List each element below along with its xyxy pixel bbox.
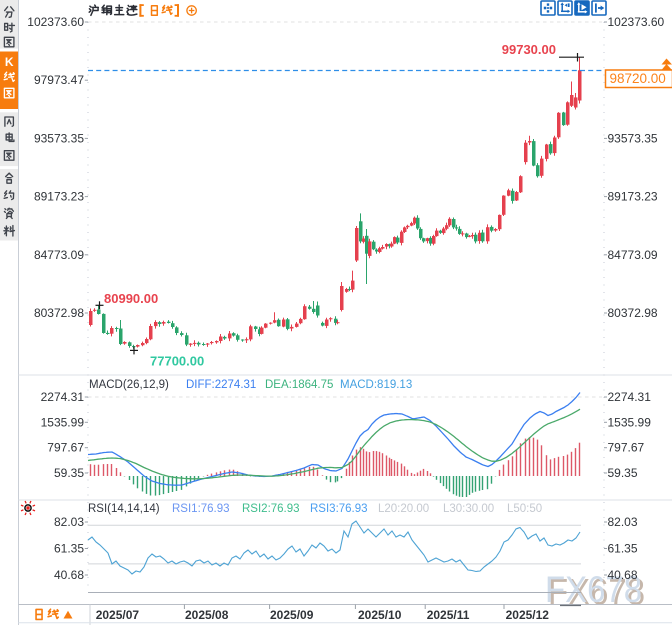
svg-text:40.68: 40.68 xyxy=(54,568,84,582)
svg-text:2025/09: 2025/09 xyxy=(270,608,314,622)
svg-text:1535.99: 1535.99 xyxy=(41,415,85,429)
svg-text:102373.60: 102373.60 xyxy=(608,15,665,29)
svg-text:80372.98: 80372.98 xyxy=(34,306,84,320)
svg-text:1535.99: 1535.99 xyxy=(608,415,652,429)
svg-text:84773.09: 84773.09 xyxy=(608,248,658,262)
svg-text:MACD:819.13: MACD:819.13 xyxy=(340,379,412,391)
svg-text:102373.60: 102373.60 xyxy=(27,15,84,29)
svg-text:2025/10: 2025/10 xyxy=(358,608,402,622)
svg-text:MACD(26,12,9): MACD(26,12,9) xyxy=(89,379,169,391)
svg-text:61.35: 61.35 xyxy=(608,542,638,556)
svg-text:L30:30.00: L30:30.00 xyxy=(443,503,494,515)
svg-text:93573.35: 93573.35 xyxy=(608,131,658,145)
svg-text:2025/07: 2025/07 xyxy=(96,608,140,622)
svg-text:797.67: 797.67 xyxy=(608,441,645,455)
svg-text:98720.00: 98720.00 xyxy=(610,71,666,86)
svg-text:80372.98: 80372.98 xyxy=(608,306,658,320)
svg-text:99730.00: 99730.00 xyxy=(502,42,556,57)
svg-text:40.68: 40.68 xyxy=(608,568,638,582)
svg-text:77700.00: 77700.00 xyxy=(150,354,204,369)
svg-text:59.35: 59.35 xyxy=(608,466,638,480)
svg-text:RSI1:76.93: RSI1:76.93 xyxy=(172,503,230,515)
svg-text:82.03: 82.03 xyxy=(608,515,638,529)
svg-text:2274.31: 2274.31 xyxy=(41,390,85,404)
svg-text:61.35: 61.35 xyxy=(54,542,84,556)
svg-text:2025/12: 2025/12 xyxy=(506,608,550,622)
svg-text:L50:50: L50:50 xyxy=(507,503,542,515)
svg-text:59.35: 59.35 xyxy=(54,466,84,480)
svg-text:2025/11: 2025/11 xyxy=(427,608,470,622)
svg-text:80990.00: 80990.00 xyxy=(104,291,158,306)
svg-text:RSI3:76.93: RSI3:76.93 xyxy=(310,503,368,515)
svg-text:82.03: 82.03 xyxy=(54,515,84,529)
svg-text:RSI2:76.93: RSI2:76.93 xyxy=(242,503,300,515)
svg-text:2025/08: 2025/08 xyxy=(185,608,229,622)
svg-text:84773.09: 84773.09 xyxy=(34,248,84,262)
svg-text:97973.47: 97973.47 xyxy=(34,73,84,87)
svg-text:DIFF:2274.31: DIFF:2274.31 xyxy=(186,379,256,391)
svg-text:K: K xyxy=(5,55,14,69)
svg-text:RSI(14,14,14): RSI(14,14,14) xyxy=(88,503,160,515)
svg-text:89173.23: 89173.23 xyxy=(608,190,658,204)
svg-text:2274.31: 2274.31 xyxy=(608,390,652,404)
svg-text:89173.23: 89173.23 xyxy=(34,190,84,204)
svg-text:797.67: 797.67 xyxy=(47,441,84,455)
svg-text:93573.35: 93573.35 xyxy=(34,131,84,145)
svg-text:DEA:1864.75: DEA:1864.75 xyxy=(265,379,333,391)
svg-text:L20:20.00: L20:20.00 xyxy=(378,503,429,515)
